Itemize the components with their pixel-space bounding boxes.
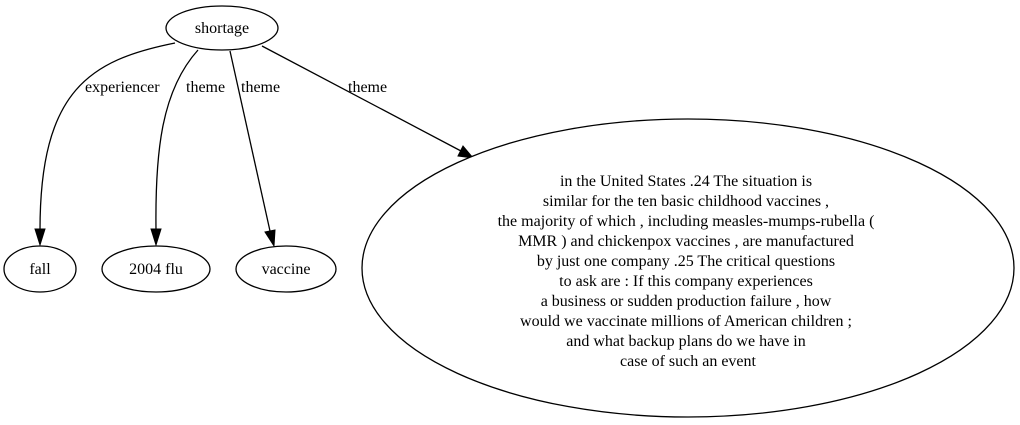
passage-line-2: similar for the ten basic childhood vacc…	[543, 193, 829, 210]
edge-line	[261, 45, 462, 152]
edge-line	[39, 42, 176, 231]
node-passage: in the United States .24 The situation i…	[361, 118, 1015, 418]
node-ellipse	[165, 5, 279, 51]
node-ellipse	[235, 245, 337, 293]
passage-line-8: would we vaccinate millions of American …	[520, 313, 852, 330]
edge-shortage-fall: experiencer	[34, 42, 176, 247]
passage-line-5: by just one company .25 The critical que…	[537, 253, 835, 270]
node-label-vaccine: vaccine	[262, 261, 311, 278]
node-2004-flu: 2004 flu	[101, 245, 211, 293]
node-fall: fall	[3, 245, 77, 293]
edge-label-experiencer: experiencer	[85, 79, 160, 96]
passage-line-9: and what backup plans do we have in	[566, 333, 805, 350]
arrow-head	[150, 228, 162, 247]
passage-line-1: in the United States .24 The situation i…	[560, 173, 812, 190]
passage-line-3: the majority of which , including measle…	[498, 213, 875, 230]
edge-shortage-passage: theme	[261, 45, 475, 159]
node-label-shortage: shortage	[195, 20, 249, 37]
edge-label-theme-passage: theme	[348, 79, 387, 96]
arrow-head	[264, 229, 276, 248]
edge-shortage-vaccine: theme	[229, 50, 280, 248]
node-shortage: shortage	[165, 5, 279, 51]
arrow-head	[34, 228, 46, 247]
node-label-fall: fall	[29, 261, 51, 278]
edge-line	[155, 49, 199, 231]
arrow-head	[457, 145, 475, 159]
node-ellipse	[361, 118, 1015, 418]
passage-line-7: a business or sudden production failure …	[541, 293, 832, 310]
edge-label-theme-flu: theme	[186, 79, 225, 96]
node-label-2004-flu: 2004 flu	[129, 261, 183, 278]
edge-shortage-flu: theme	[150, 49, 225, 247]
passage-line-10: case of such an event	[620, 353, 756, 370]
passage-line-4: MMR ) and chickenpox vaccines , are manu…	[518, 233, 854, 250]
node-label-passage: in the United States .24 The situation i…	[498, 173, 879, 370]
node-ellipse	[101, 245, 211, 293]
passage-line-6: to ask are : If this company experiences	[559, 273, 813, 290]
node-ellipse	[3, 245, 77, 293]
edge-line	[229, 50, 271, 232]
edge-label-theme-vaccine: theme	[241, 79, 280, 96]
node-vaccine: vaccine	[235, 245, 337, 293]
